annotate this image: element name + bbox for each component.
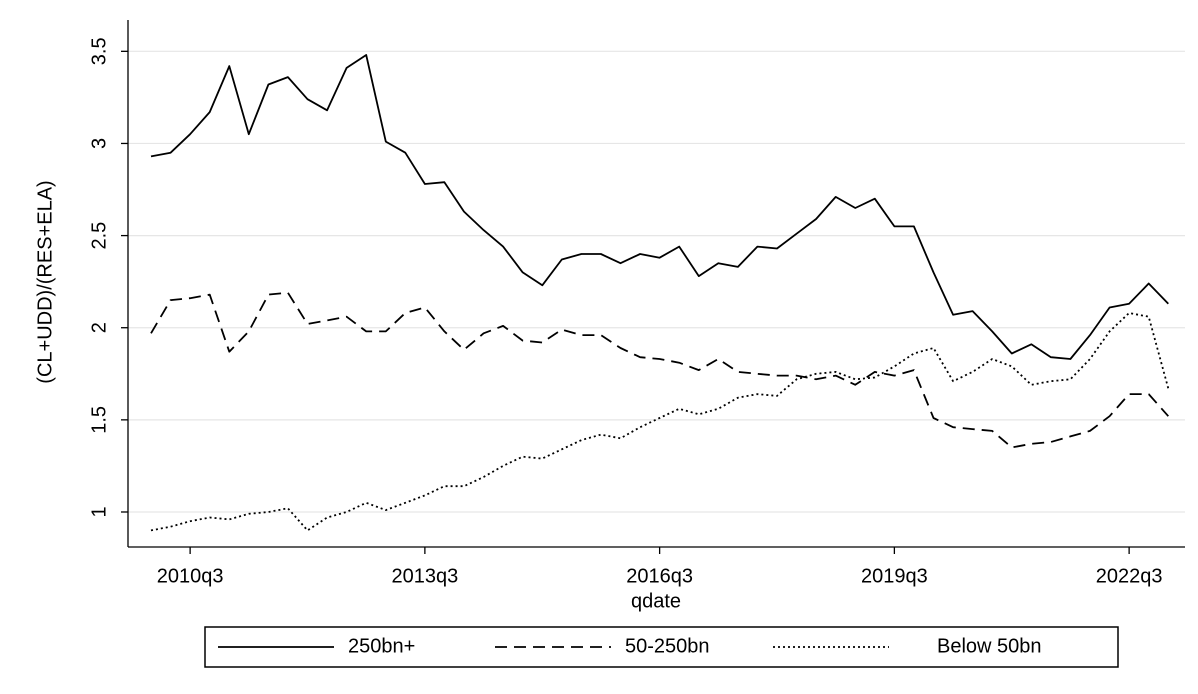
y-tick-label: 3.5 — [88, 37, 110, 65]
x-tick-label: 2019q3 — [861, 565, 928, 587]
series-line — [150, 312, 1170, 532]
legend-label: 250bn+ — [348, 635, 415, 657]
legend-label: 50-250bn — [625, 635, 710, 657]
x-tick-label: 2022q3 — [1096, 565, 1163, 587]
x-tick-label: 2010q3 — [157, 565, 224, 587]
series-line — [150, 291, 1169, 449]
x-tick-label: 2013q3 — [392, 565, 459, 587]
y-tick-label: 2 — [88, 322, 110, 333]
x-axis-label: qdate — [631, 590, 681, 612]
y-axis-label: (CL+UDD)/(RES+ELA) — [34, 180, 56, 383]
y-tick-label: 1.5 — [88, 406, 110, 434]
x-tick-label: 2016q3 — [626, 565, 693, 587]
legend-box — [204, 626, 1119, 668]
series-line — [150, 54, 1169, 360]
y-tick-label: 2.5 — [88, 222, 110, 250]
legend-label: Below 50bn — [937, 635, 1042, 657]
y-tick-label: 3 — [88, 138, 110, 149]
y-tick-label: 1 — [88, 506, 110, 517]
